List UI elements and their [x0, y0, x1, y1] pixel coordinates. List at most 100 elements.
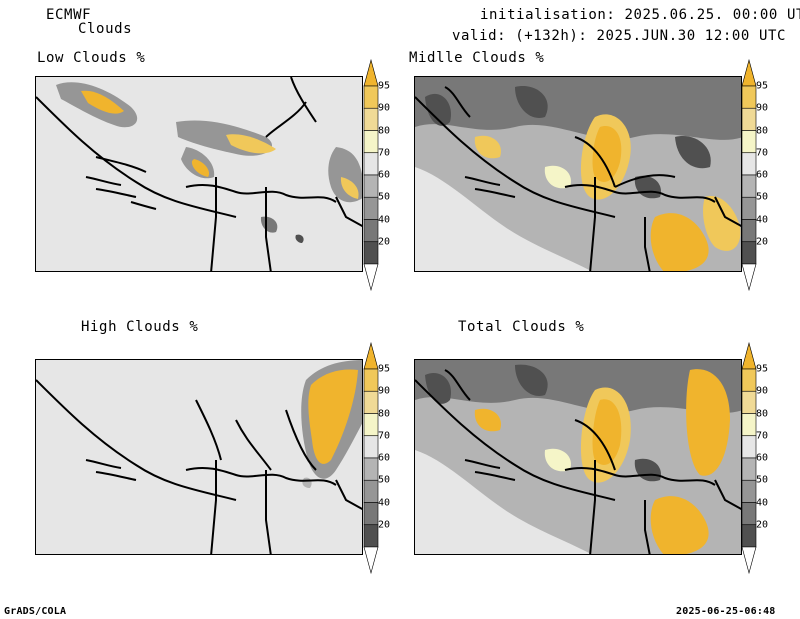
high-cloud-field: [301, 360, 362, 488]
legend-swatch: [363, 457, 379, 481]
legend-tick-label: 20: [756, 519, 769, 531]
legend-tick-label: 50: [378, 474, 391, 486]
low-borders: [36, 77, 362, 271]
legend-tick-label: 60: [756, 452, 769, 464]
legend-tick-label: 95: [378, 363, 391, 375]
panel-title-high-clouds: High Clouds %: [81, 319, 199, 335]
legend-swatch: [363, 524, 379, 548]
legend-swatch: [741, 435, 757, 459]
footer-timestamp: 2025-06-25-06:48: [676, 606, 776, 617]
legend-tick-label: 20: [756, 236, 769, 248]
legend-tick-label: 70: [756, 147, 769, 159]
legend-tick-label: 95: [756, 363, 769, 375]
legend-swatch: [363, 479, 379, 503]
legend-tick-label: 50: [756, 474, 769, 486]
legend-arrow-bottom: [363, 263, 379, 292]
product-name: Clouds: [78, 21, 133, 37]
panel-title-middle-clouds: Midlle Clouds %: [409, 50, 545, 66]
high-clouds-plot: [36, 360, 362, 554]
legend-tick-label: 60: [756, 169, 769, 181]
high-borders: [36, 379, 362, 554]
legend-middle-clouds: 95 90 80 70 60 50 40 20: [741, 58, 768, 292]
panel-title-total-clouds: Total Clouds %: [458, 319, 585, 335]
legend-swatch: [363, 196, 379, 220]
legend-tick-label: 80: [378, 125, 391, 136]
legend-tick-label: 40: [756, 497, 769, 508]
legend-tick-label: 90: [756, 385, 769, 397]
total-borders: [415, 369, 741, 554]
legend-tick-label: 95: [756, 80, 769, 92]
legend-swatch: [741, 85, 757, 109]
legend-tick-label: 60: [378, 452, 391, 464]
middle-borders: [415, 86, 741, 271]
legend-swatch: [363, 174, 379, 198]
legend-swatch: [363, 368, 379, 392]
legend-swatch: [741, 130, 757, 154]
legend-arrow-bottom: [363, 546, 379, 575]
legend-swatch: [363, 390, 379, 414]
legend-tick-label: 50: [378, 191, 391, 203]
initialisation-text: initialisation: 2025.06.25. 00:00 UTC: [480, 7, 800, 23]
legend-swatch: [363, 152, 379, 176]
legend-swatch: [741, 368, 757, 392]
legend-total-clouds: 95 90 80 70 60 50 40 20: [741, 341, 768, 575]
map-total-clouds: [414, 359, 742, 555]
legend-tick-label: 95: [378, 80, 391, 92]
low-clouds-plot: [36, 77, 362, 271]
legend-swatch: [741, 241, 757, 265]
panel-title-low-clouds: Low Clouds %: [37, 50, 146, 66]
legend-tick-label: 50: [756, 191, 769, 203]
legend-tick-label: 80: [378, 408, 391, 419]
total-clouds-plot: [415, 360, 741, 554]
map-low-clouds: [35, 76, 363, 272]
map-high-clouds: [35, 359, 363, 555]
legend-tick-label: 40: [756, 214, 769, 225]
legend-swatch: [363, 435, 379, 459]
footer-software-label: GrADS/COLA: [4, 606, 67, 617]
legend-swatch: [741, 390, 757, 414]
legend-tick-label: 20: [378, 519, 391, 531]
legend-tick-label: 40: [378, 214, 391, 225]
legend-arrow-top: [363, 58, 379, 87]
legend-tick-label: 20: [378, 236, 391, 248]
legend-colorbar: [741, 58, 757, 292]
low-cloud-field: [56, 82, 362, 243]
legend-swatch: [363, 241, 379, 265]
legend-swatch: [741, 174, 757, 198]
legend-tick-label: 70: [378, 430, 391, 442]
legend-tick-label: 90: [756, 102, 769, 114]
legend-colorbar: [741, 341, 757, 575]
legend-swatch: [741, 219, 757, 243]
legend-tick-label: 70: [378, 147, 391, 159]
legend-arrow-bottom: [741, 546, 757, 575]
legend-swatch: [741, 502, 757, 526]
total-cloud-field: [415, 360, 741, 554]
legend-swatch: [741, 457, 757, 481]
legend-tick-label: 60: [378, 169, 391, 181]
middle-cloud-field: [415, 77, 741, 271]
legend-swatch: [741, 413, 757, 437]
legend-tick-label: 40: [378, 497, 391, 508]
legend-swatch: [363, 85, 379, 109]
legend-arrow-bottom: [741, 263, 757, 292]
legend-arrow-top: [741, 58, 757, 87]
legend-swatch: [363, 219, 379, 243]
legend-tick-label: 90: [378, 102, 391, 114]
legend-low-clouds: 95 90 80 70 60 50 40 20: [363, 58, 390, 292]
legend-swatch: [741, 152, 757, 176]
legend-tick-label: 70: [756, 430, 769, 442]
legend-arrow-top: [363, 341, 379, 370]
legend-colorbar: [363, 58, 379, 292]
legend-swatch: [741, 479, 757, 503]
legend-swatch: [741, 107, 757, 131]
legend-arrow-top: [741, 341, 757, 370]
legend-swatch: [741, 196, 757, 220]
legend-swatch: [363, 502, 379, 526]
valid-time-text: valid: (+132h): 2025.JUN.30 12:00 UTC: [452, 28, 787, 44]
legend-tick-label: 90: [378, 385, 391, 397]
legend-tick-label: 80: [756, 125, 769, 136]
legend-colorbar: [363, 341, 379, 575]
legend-high-clouds: 95 90 80 70 60 50 40 20: [363, 341, 390, 575]
model-name: ECMWF: [46, 7, 92, 23]
legend-swatch: [741, 524, 757, 548]
